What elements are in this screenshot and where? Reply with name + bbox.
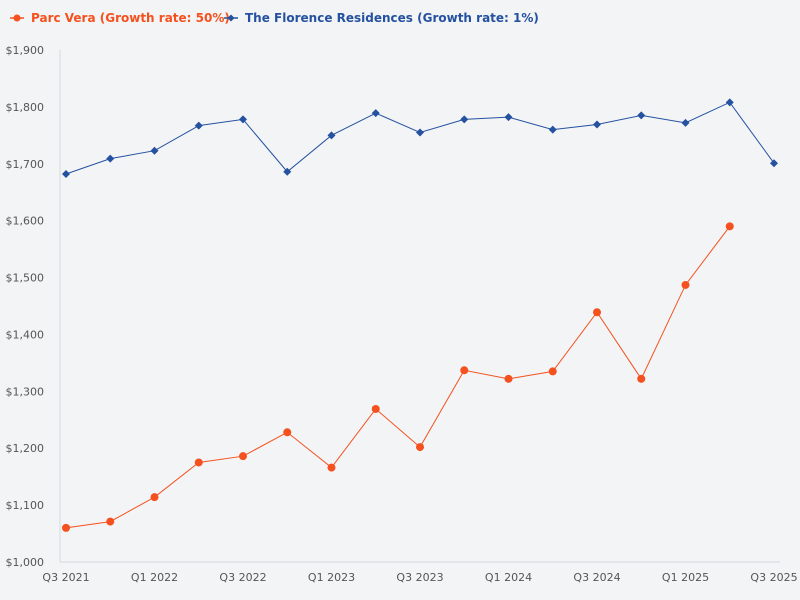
legend-diamond-marker [227, 14, 235, 22]
data-point[interactable] [637, 374, 646, 383]
series-line [65, 226, 731, 529]
legend-label: Parc Vera (Growth rate: 50%) [31, 11, 230, 25]
y-tick-label: $1,900 [6, 44, 45, 57]
y-tick-label: $1,500 [6, 272, 45, 285]
series-layer [62, 98, 778, 532]
y-tick-label: $1,700 [6, 158, 45, 171]
data-point[interactable] [239, 452, 247, 461]
data-point[interactable] [770, 159, 778, 168]
x-tick-label: Q3 2021 [42, 571, 89, 584]
legend-item-1[interactable]: The Florence Residences (Growth rate: 1%… [224, 11, 539, 25]
x-tick-label: Q1 2024 [485, 571, 532, 584]
y-tick-label: $1,400 [6, 328, 45, 341]
x-tick-label: Q1 2023 [308, 571, 355, 584]
data-point[interactable] [593, 308, 601, 317]
data-point[interactable] [150, 146, 159, 155]
y-tick-label: $1,200 [6, 442, 45, 455]
data-point[interactable] [371, 109, 380, 118]
x-tick-label: Q3 2024 [573, 571, 620, 584]
data-point[interactable] [239, 115, 247, 124]
series-line [65, 101, 775, 175]
data-point[interactable] [62, 523, 70, 532]
data-point[interactable] [725, 222, 734, 231]
series-0 [62, 222, 734, 532]
data-point[interactable] [106, 154, 115, 163]
data-point[interactable] [504, 374, 513, 383]
series-1 [62, 98, 778, 179]
y-tick-label: $1,600 [6, 215, 45, 228]
legend-label: The Florence Residences (Growth rate: 1%… [245, 11, 539, 25]
data-point[interactable] [194, 458, 203, 467]
x-tick-label: Q3 2023 [396, 571, 443, 584]
data-point[interactable] [150, 493, 159, 502]
x-tick-label: Q1 2022 [131, 571, 178, 584]
y-axis: $1,000 $1,100 $1,200 $1,300 $1,400 $1,500 $1,6… [6, 44, 61, 569]
x-tick-label: Q3 2022 [219, 571, 266, 584]
data-point[interactable] [283, 167, 292, 176]
data-point[interactable] [416, 443, 424, 452]
data-point[interactable] [725, 98, 734, 107]
data-point[interactable] [504, 113, 513, 122]
data-point[interactable] [327, 463, 336, 472]
data-point[interactable] [548, 125, 557, 134]
data-point[interactable] [416, 128, 424, 137]
y-tick-label: $1,000 [6, 556, 45, 569]
data-point[interactable] [460, 366, 469, 375]
data-point[interactable] [62, 170, 70, 179]
y-tick-label: $1,800 [6, 101, 45, 114]
data-point[interactable] [681, 280, 690, 289]
legend-circle-marker [13, 14, 21, 22]
y-tick-label: $1,300 [6, 385, 45, 398]
data-point[interactable] [194, 121, 203, 130]
data-point[interactable] [593, 120, 601, 129]
data-point[interactable] [283, 428, 292, 437]
y-tick-label: $1,100 [6, 499, 45, 512]
data-point[interactable] [681, 118, 690, 127]
data-point[interactable] [371, 404, 380, 413]
data-point[interactable] [548, 367, 557, 376]
legend: Parc Vera (Growth rate: 50%) The Florence… [10, 11, 539, 25]
x-axis: Q3 2021 Q1 2022 Q3 2022 Q1 2023 Q3 2023 Q1 20… [42, 561, 798, 584]
x-tick-label: Q3 2025 [750, 571, 797, 584]
data-point[interactable] [460, 115, 469, 124]
legend-item-0[interactable]: Parc Vera (Growth rate: 50%) [10, 11, 230, 25]
data-point[interactable] [106, 517, 115, 526]
data-point[interactable] [637, 111, 646, 120]
data-point[interactable] [327, 131, 336, 140]
x-tick-label: Q1 2025 [662, 571, 709, 584]
